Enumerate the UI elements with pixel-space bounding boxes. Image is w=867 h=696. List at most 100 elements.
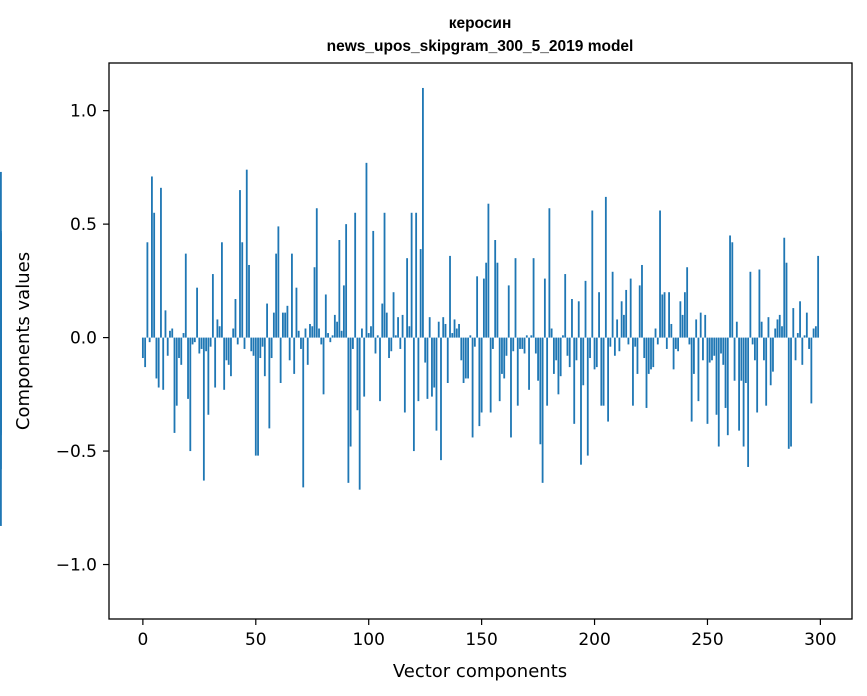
- bar-163: [510, 337, 512, 438]
- bar-270: [751, 337, 754, 345]
- bar-150: [480, 337, 483, 413]
- bar-20: [187, 337, 189, 399]
- bar-123: [419, 249, 422, 338]
- bar-198: [589, 337, 591, 359]
- bar-94: [354, 212, 357, 338]
- bar-173: [532, 258, 535, 338]
- bar-99: [365, 162, 368, 338]
- bar-203: [600, 337, 603, 406]
- bar-11: [166, 337, 169, 356]
- bar-190: [571, 299, 573, 338]
- bar-277: [767, 317, 770, 338]
- bar-217: [632, 337, 634, 406]
- bar-206: [607, 337, 609, 422]
- bar-106: [381, 303, 384, 338]
- bar-279: [772, 337, 774, 372]
- bar-25: [198, 337, 201, 354]
- bar-141: [460, 337, 463, 361]
- bar-32: [214, 337, 217, 388]
- bar-53: [261, 337, 264, 347]
- bar-147: [473, 337, 476, 347]
- bar-117: [406, 258, 409, 338]
- bar-278: [769, 337, 772, 386]
- bar-30: [209, 337, 212, 347]
- bar-100: [367, 333, 370, 338]
- bar-24: [196, 287, 198, 338]
- bar-268: [747, 337, 750, 467]
- bar-34: [218, 326, 221, 338]
- bar-397: [0, 171, 2, 338]
- bar-110: [390, 337, 393, 352]
- bar-399: [0, 319, 2, 338]
- bar-97: [361, 328, 363, 338]
- bar-61: [279, 337, 282, 383]
- bar-16: [178, 337, 180, 359]
- bar-177: [541, 337, 544, 483]
- bar-52: [259, 337, 262, 359]
- bar-90: [345, 224, 348, 338]
- bar-296: [810, 337, 813, 404]
- bar-48: [250, 337, 253, 352]
- bar-116: [403, 337, 406, 413]
- bar-239: [681, 314, 684, 338]
- bar-171: [528, 337, 530, 390]
- bar-232: [665, 337, 668, 349]
- bar-70: [300, 337, 302, 349]
- bar-127: [428, 317, 431, 338]
- bar-164: [512, 337, 515, 352]
- bar-101: [370, 326, 372, 338]
- chart-title: керосин: [449, 15, 512, 32]
- bar-104: [376, 335, 379, 338]
- bar-29: [207, 337, 210, 415]
- bar-216: [629, 278, 632, 338]
- bar-221: [641, 264, 643, 338]
- bar-193: [577, 301, 580, 338]
- bar-13: [171, 328, 174, 338]
- y-tick-label: −0.5: [56, 442, 97, 462]
- bar-56: [268, 337, 271, 429]
- bar-98: [363, 337, 366, 397]
- bar-102: [372, 230, 375, 338]
- bar-129: [433, 337, 436, 388]
- bar-214: [625, 289, 628, 338]
- bar-58: [272, 312, 275, 338]
- bar-42: [236, 337, 239, 345]
- bar-124: [422, 87, 424, 338]
- bar-254: [715, 337, 718, 415]
- bar-274: [760, 321, 763, 338]
- bar-286: [787, 337, 790, 449]
- bar-79: [320, 337, 323, 345]
- bar-195: [582, 337, 585, 386]
- bar-176: [539, 337, 542, 445]
- bar-183: [555, 337, 558, 361]
- bars-group: [0, 87, 820, 526]
- bar-118: [408, 326, 411, 338]
- plot-frame: [108, 62, 853, 620]
- bar-137: [451, 333, 454, 338]
- bar-37: [225, 337, 228, 361]
- bar-236: [674, 337, 677, 349]
- bar-241: [686, 267, 689, 338]
- bar-45: [243, 337, 246, 349]
- bar-6: [155, 337, 158, 379]
- bar-224: [647, 337, 650, 374]
- bar-76: [313, 267, 316, 338]
- bar-17: [180, 337, 183, 365]
- bar-8: [160, 187, 162, 338]
- bar-2: [146, 242, 149, 338]
- bar-260: [729, 235, 731, 338]
- bar-85: [333, 314, 336, 338]
- bar-139: [455, 328, 458, 338]
- bar-60: [277, 226, 280, 338]
- bar-227: [654, 328, 657, 338]
- bar-55: [266, 303, 268, 338]
- bar-138: [453, 319, 456, 338]
- bar-172: [530, 335, 533, 338]
- bar-54: [263, 337, 266, 377]
- bar-134: [444, 323, 447, 338]
- bar-44: [241, 242, 244, 338]
- bar-131: [437, 321, 440, 338]
- bar-19: [184, 253, 187, 338]
- bar-197: [586, 337, 589, 456]
